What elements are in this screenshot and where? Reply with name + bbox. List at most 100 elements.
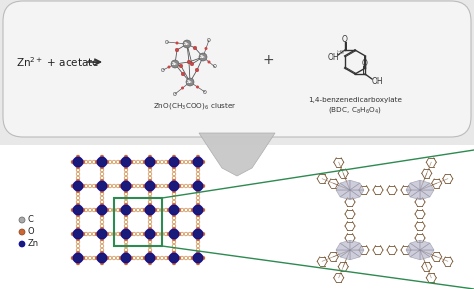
Circle shape [172, 237, 176, 241]
Circle shape [167, 256, 171, 260]
Polygon shape [406, 243, 420, 250]
Circle shape [104, 160, 108, 164]
Text: 1,4-benzenedicarboxylate
(BDC, C$_8$H$_6$O$_4$): 1,4-benzenedicarboxylate (BDC, C$_8$H$_6… [308, 97, 402, 115]
Circle shape [80, 184, 84, 188]
Polygon shape [336, 190, 350, 197]
Circle shape [192, 208, 196, 212]
Circle shape [128, 256, 132, 260]
Circle shape [156, 208, 160, 212]
Circle shape [175, 42, 179, 45]
Circle shape [196, 164, 200, 168]
Circle shape [193, 181, 203, 191]
Circle shape [164, 160, 168, 164]
Circle shape [76, 179, 80, 183]
Circle shape [95, 184, 99, 188]
Circle shape [119, 160, 123, 164]
Circle shape [73, 157, 83, 167]
Circle shape [124, 261, 128, 265]
Circle shape [73, 253, 83, 263]
Circle shape [172, 200, 176, 204]
Circle shape [148, 237, 152, 241]
Circle shape [124, 213, 128, 217]
Circle shape [124, 196, 128, 200]
Circle shape [100, 216, 104, 220]
Circle shape [143, 184, 147, 188]
Circle shape [129, 160, 133, 164]
Circle shape [100, 240, 104, 244]
Circle shape [191, 232, 195, 236]
Circle shape [176, 184, 180, 188]
Circle shape [152, 208, 156, 212]
Circle shape [196, 203, 200, 207]
Circle shape [148, 189, 152, 193]
Circle shape [196, 155, 200, 159]
Circle shape [160, 208, 164, 212]
Circle shape [196, 188, 200, 192]
Circle shape [124, 172, 128, 176]
Circle shape [201, 232, 205, 236]
Circle shape [76, 155, 80, 159]
Circle shape [196, 216, 200, 220]
Circle shape [172, 216, 176, 220]
Circle shape [76, 164, 80, 168]
Circle shape [172, 192, 176, 196]
Circle shape [193, 253, 203, 263]
Text: O: O [165, 40, 169, 45]
Circle shape [100, 180, 104, 184]
Circle shape [100, 244, 104, 248]
Circle shape [180, 208, 184, 212]
Circle shape [196, 172, 200, 176]
Circle shape [76, 189, 80, 193]
Circle shape [169, 181, 179, 191]
Circle shape [168, 160, 172, 164]
Text: O: O [203, 90, 207, 95]
Circle shape [100, 176, 104, 180]
Text: O: O [362, 60, 368, 68]
Circle shape [148, 212, 152, 216]
Circle shape [124, 164, 128, 168]
Circle shape [148, 180, 152, 184]
Circle shape [143, 256, 147, 260]
Circle shape [153, 256, 157, 260]
Circle shape [112, 184, 116, 188]
Circle shape [196, 248, 200, 252]
Circle shape [145, 181, 155, 191]
Circle shape [140, 256, 144, 260]
Circle shape [196, 180, 200, 184]
Circle shape [116, 256, 120, 260]
Circle shape [196, 168, 200, 172]
Polygon shape [350, 250, 360, 260]
Circle shape [84, 208, 88, 212]
Text: Zn$^{2+}$ + acetate: Zn$^{2+}$ + acetate [16, 55, 100, 69]
Circle shape [167, 208, 171, 212]
Text: Zn: Zn [200, 55, 206, 59]
Circle shape [196, 213, 200, 217]
Circle shape [121, 157, 131, 167]
Circle shape [76, 172, 80, 176]
Circle shape [148, 240, 152, 244]
Circle shape [148, 252, 152, 256]
Circle shape [181, 72, 185, 76]
Circle shape [188, 184, 192, 188]
Polygon shape [340, 190, 350, 200]
Polygon shape [336, 243, 350, 250]
Circle shape [76, 220, 80, 224]
Circle shape [145, 253, 155, 263]
Circle shape [177, 208, 181, 212]
Circle shape [196, 240, 200, 244]
Circle shape [104, 256, 108, 260]
Polygon shape [406, 183, 420, 190]
Circle shape [145, 205, 155, 215]
Text: O: O [207, 38, 211, 42]
Circle shape [100, 203, 104, 207]
Circle shape [180, 184, 184, 188]
Polygon shape [406, 250, 420, 257]
Circle shape [124, 224, 128, 228]
Circle shape [156, 160, 160, 164]
Circle shape [129, 208, 133, 212]
Circle shape [196, 196, 200, 200]
Circle shape [172, 188, 176, 192]
Circle shape [184, 160, 188, 164]
Circle shape [97, 181, 107, 191]
Polygon shape [340, 250, 350, 260]
